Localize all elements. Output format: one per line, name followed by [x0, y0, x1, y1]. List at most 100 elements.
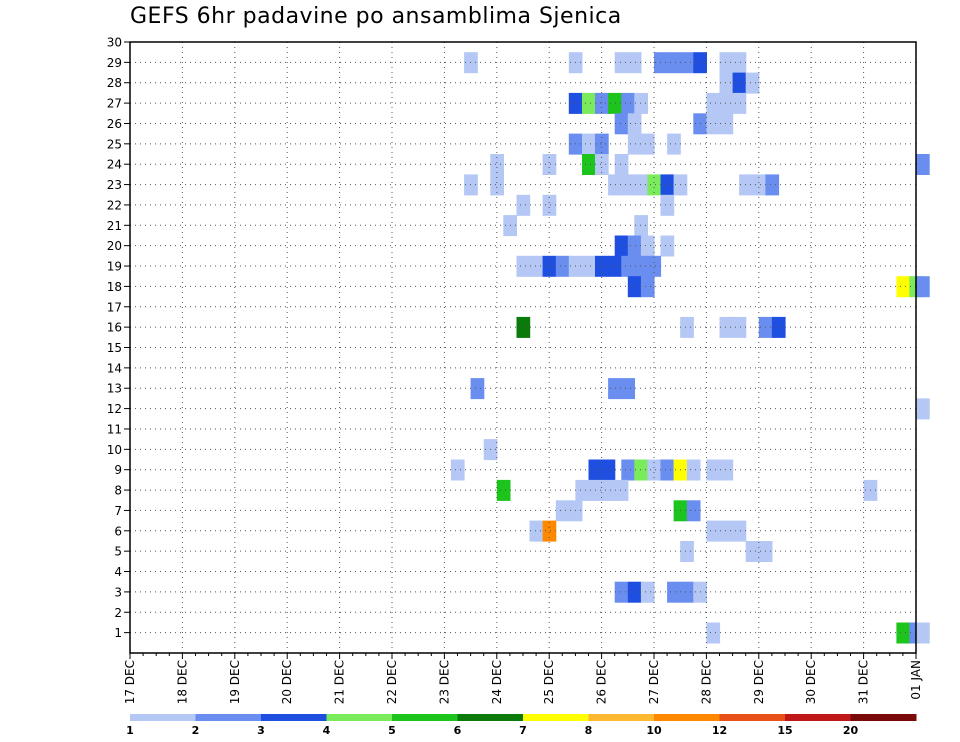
colorbar-label: 15	[777, 724, 792, 737]
heatmap-cell	[719, 520, 734, 542]
heatmap-cell	[680, 316, 694, 338]
heatmap-cell	[634, 92, 648, 114]
y-tick-label: 23	[107, 178, 122, 192]
x-tick-label: 01 JAN	[909, 660, 923, 700]
colorbar-swatch	[457, 714, 524, 721]
heatmap-cell	[686, 500, 701, 522]
heatmap-cell	[686, 459, 701, 481]
heatmap-cell	[680, 581, 694, 603]
heatmap-cell	[614, 479, 629, 501]
heatmap-cell	[916, 276, 930, 298]
heatmap-cell	[490, 154, 504, 175]
heatmap-cell	[614, 52, 629, 74]
heatmap-cell	[660, 459, 675, 481]
x-tick-label: 21 DEC	[333, 660, 347, 704]
x-tick-label: 18 DEC	[175, 660, 189, 704]
heatmap-cell	[529, 255, 544, 277]
heatmap-cell	[608, 92, 622, 114]
heatmap-cell	[640, 235, 655, 257]
colorbar-swatch	[654, 714, 720, 721]
x-tick-label: 26 DEC	[595, 660, 609, 704]
heatmap-cell	[647, 459, 662, 481]
y-tick-label: 5	[114, 545, 122, 559]
heatmap-cell	[634, 215, 648, 237]
heatmap-cell	[608, 255, 622, 277]
heatmap-cell	[660, 235, 675, 257]
x-tick-label: 27 DEC	[647, 660, 661, 704]
y-tick-label: 21	[107, 219, 122, 233]
heatmap-cell	[706, 92, 721, 114]
y-tick-label: 27	[107, 97, 122, 111]
heatmap-cell	[490, 174, 504, 196]
y-tick-label: 1	[114, 626, 122, 640]
heatmap-cell	[575, 479, 590, 501]
y-tick-label: 6	[114, 524, 122, 538]
colorbar-label: 20	[843, 724, 859, 737]
y-tick-label: 18	[107, 280, 122, 294]
heatmap-cell	[916, 398, 930, 420]
y-tick-label: 26	[107, 117, 122, 131]
y-tick-label: 3	[114, 585, 122, 599]
heatmap-cell	[765, 174, 780, 196]
heatmap-cell	[516, 316, 531, 338]
heatmap-cell	[555, 500, 570, 522]
colorbar-swatch	[195, 714, 262, 721]
heatmap-cell	[470, 378, 485, 400]
colorbar-swatch	[785, 714, 851, 721]
colorbar-label: 10	[646, 724, 662, 737]
heatmap-cell	[640, 276, 655, 298]
heatmap-cell	[529, 520, 544, 542]
heatmap-cell	[752, 174, 766, 196]
heatmap-cell	[614, 581, 629, 603]
heatmap-cell	[601, 479, 616, 501]
y-tick-label: 15	[107, 341, 122, 355]
heatmap-cell	[582, 255, 596, 277]
y-tick-label: 28	[107, 76, 122, 90]
colorbar-label: 6	[454, 724, 462, 737]
heatmap-cell	[667, 581, 681, 603]
heatmap-cell	[542, 154, 557, 175]
heatmap-cell	[595, 92, 609, 114]
heatmap-cell	[621, 459, 635, 481]
heatmap-cell	[621, 255, 635, 277]
heatmap-cell	[614, 113, 629, 135]
x-tick-label: 20 DEC	[280, 660, 294, 704]
heatmap-cell	[621, 174, 635, 196]
heatmap-cell	[660, 174, 675, 196]
y-tick-label: 25	[107, 137, 122, 151]
heatmap-cell	[634, 459, 648, 481]
x-tick-label: 30 DEC	[804, 660, 818, 704]
y-tick-label: 8	[114, 484, 122, 498]
heatmap-cell	[706, 520, 721, 542]
heatmap-cell	[732, 92, 747, 114]
y-tick-label: 9	[114, 463, 122, 477]
heatmap-cell	[542, 194, 557, 216]
colorbar-label: 12	[712, 724, 727, 737]
heatmap-cell	[601, 459, 616, 481]
heatmap-cell	[608, 378, 622, 400]
heatmap-cell	[621, 378, 635, 400]
heatmap-cell	[706, 622, 721, 644]
heatmap-cell	[916, 154, 930, 175]
colorbar-label: 8	[585, 724, 593, 737]
y-tick-label: 4	[114, 565, 122, 579]
heatmap-cell	[732, 520, 747, 542]
heatmap-cell	[680, 541, 694, 562]
heatmap-cell	[647, 255, 662, 277]
colorbar-swatch	[392, 714, 458, 721]
x-tick-label: 23 DEC	[437, 660, 451, 704]
y-tick-label: 24	[107, 158, 122, 172]
heatmap-cell	[896, 622, 911, 644]
heatmap-cell	[719, 52, 734, 74]
heatmap-cell	[745, 72, 760, 94]
heatmap-cell	[634, 255, 648, 277]
x-tick-label: 28 DEC	[699, 660, 713, 704]
y-tick-label: 2	[114, 606, 122, 620]
colorbar-swatch	[850, 714, 917, 721]
heatmap-cell	[732, 316, 747, 338]
heatmap-cell	[706, 459, 721, 481]
heatmap-cell	[516, 255, 531, 277]
heatmap-cell	[627, 235, 642, 257]
heatmap-cell	[582, 92, 596, 114]
heatmap-cell	[896, 276, 911, 298]
